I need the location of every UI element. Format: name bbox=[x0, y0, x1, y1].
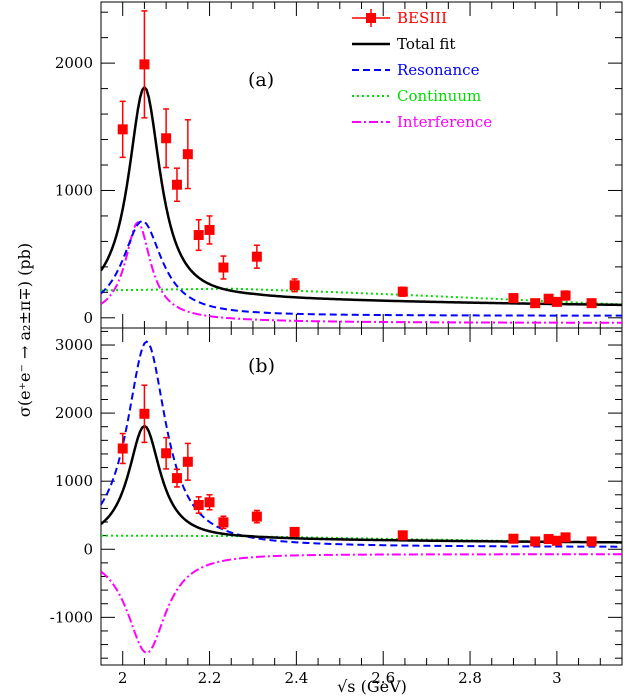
data-point bbox=[560, 290, 571, 301]
panel-a: 0 1000 2000 (a) bbox=[55, 1, 623, 329]
continuum-curve bbox=[101, 287, 622, 306]
data-point bbox=[182, 149, 193, 160]
x-tick-label: 2.6 bbox=[371, 669, 395, 687]
plot-frame bbox=[100, 1, 623, 329]
panel-b: 2 2.2 2.4 2.6 2.8 3 -1000 0 1000 2000 3000 (b) bbox=[50, 327, 623, 687]
data-point bbox=[251, 511, 262, 522]
data-point bbox=[251, 251, 262, 262]
y-tick-label: 2000 bbox=[55, 54, 93, 72]
data-point bbox=[289, 526, 300, 537]
data-point bbox=[171, 179, 182, 190]
data-point bbox=[530, 298, 541, 309]
data-point bbox=[508, 533, 519, 544]
data-point bbox=[397, 286, 408, 297]
plot-area bbox=[101, 340, 622, 654]
interference-curve bbox=[101, 553, 622, 654]
data-point bbox=[161, 448, 172, 459]
y-tick-label: 0 bbox=[83, 309, 93, 327]
resonance-curve bbox=[101, 340, 622, 548]
x-axis-title: √s (GeV) bbox=[337, 677, 407, 696]
data-point bbox=[204, 224, 215, 235]
y-tick-label: 0 bbox=[83, 540, 93, 558]
data-point bbox=[586, 298, 597, 309]
data-point bbox=[551, 296, 562, 307]
data-point bbox=[139, 59, 150, 70]
data-point bbox=[193, 500, 204, 511]
total-curve bbox=[101, 424, 622, 544]
data-point bbox=[530, 536, 541, 547]
x-tick-label: 2.8 bbox=[458, 669, 482, 687]
data-point bbox=[543, 534, 554, 545]
data-point bbox=[508, 293, 519, 304]
legend-label-continuum: Continuum bbox=[397, 87, 481, 105]
y-axis-title: σ(e⁺e⁻ → a₂±π∓) (pb) bbox=[15, 243, 34, 417]
data-point bbox=[117, 124, 128, 135]
y-tick-label: 3000 bbox=[55, 336, 93, 354]
data-point bbox=[193, 230, 204, 241]
x-tick-label: 2 bbox=[118, 669, 128, 687]
data-point bbox=[551, 535, 562, 546]
plot-area bbox=[101, 10, 622, 324]
data-point bbox=[218, 262, 229, 273]
y-tick-label: 1000 bbox=[55, 472, 93, 490]
interference-curve bbox=[101, 220, 622, 324]
data-point bbox=[171, 473, 182, 484]
data-point bbox=[289, 280, 300, 291]
data-point bbox=[586, 536, 597, 547]
legend-label-data: BESIII bbox=[397, 9, 447, 27]
data-point bbox=[204, 497, 215, 508]
legend-marker bbox=[366, 13, 376, 23]
data-point bbox=[182, 456, 193, 467]
data-point bbox=[543, 293, 554, 304]
x-tick-label: 2.4 bbox=[284, 669, 308, 687]
data-point bbox=[117, 443, 128, 454]
y-tick-label: -1000 bbox=[50, 608, 93, 626]
continuum-curve bbox=[101, 534, 622, 544]
data-point bbox=[161, 133, 172, 144]
y-tick-label: 2000 bbox=[55, 404, 93, 422]
x-tick-label: 3 bbox=[552, 669, 562, 687]
y-tick-label: 1000 bbox=[55, 181, 93, 199]
legend: BESIII Total fit Resonance Continuum Interfe… bbox=[352, 9, 492, 131]
x-tick-label: 2.2 bbox=[198, 669, 222, 687]
legend-label-total: Total fit bbox=[397, 35, 455, 53]
total-curve bbox=[101, 85, 622, 307]
plot-frame bbox=[100, 327, 623, 666]
legend-label-resonance: Resonance bbox=[397, 61, 480, 79]
data-point bbox=[397, 530, 408, 541]
panel-label: (b) bbox=[248, 355, 275, 377]
panel-label: (a) bbox=[248, 69, 274, 91]
data-point bbox=[139, 408, 150, 419]
legend-label-interference: Interference bbox=[397, 113, 492, 131]
data-point bbox=[560, 532, 571, 543]
data-point bbox=[218, 517, 229, 528]
